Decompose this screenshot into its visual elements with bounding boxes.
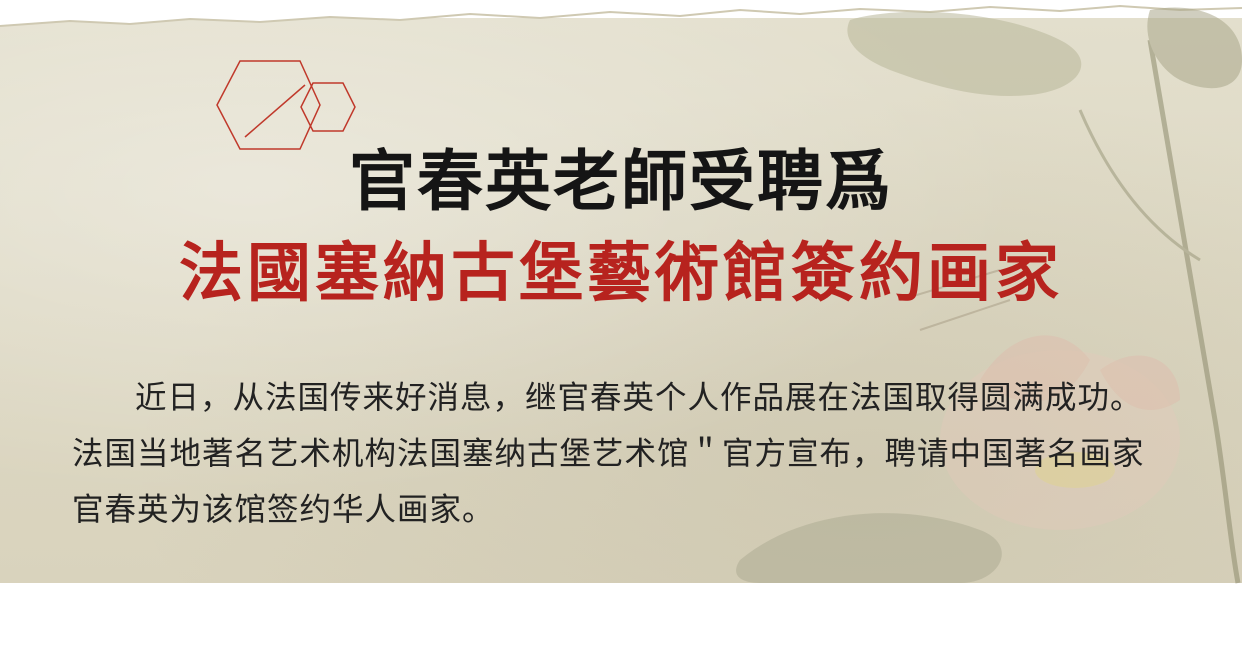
- headline-line2: 法國塞納古堡藝術館簽約画家: [179, 236, 1063, 311]
- rice-paper-background: [0, 18, 1242, 583]
- torn-paper-edge: [0, 0, 1242, 27]
- hexagon-ornament-icon: [216, 60, 356, 150]
- headline-line1: 官春英老師受聘爲: [349, 142, 893, 220]
- lotus-flower: [940, 350, 1180, 530]
- article-paragraph: 近日，从法国传来好消息，继官春英个人作品展在法国取得圆满成功。法国当地著名艺术机…: [72, 380, 1145, 528]
- lotus-leaf-top: [847, 11, 1082, 96]
- reed-stroke: [1078, 109, 1201, 262]
- lotus-stem: [1147, 39, 1241, 584]
- lotus-leaf-bottom: [736, 513, 1002, 583]
- lotus-petal: [1100, 355, 1180, 410]
- dragonfly-wing: [899, 269, 1011, 331]
- lotus-seedpod: [1035, 452, 1115, 488]
- lotus-leaf-right: [1147, 7, 1242, 89]
- lotus-petal: [980, 335, 1090, 402]
